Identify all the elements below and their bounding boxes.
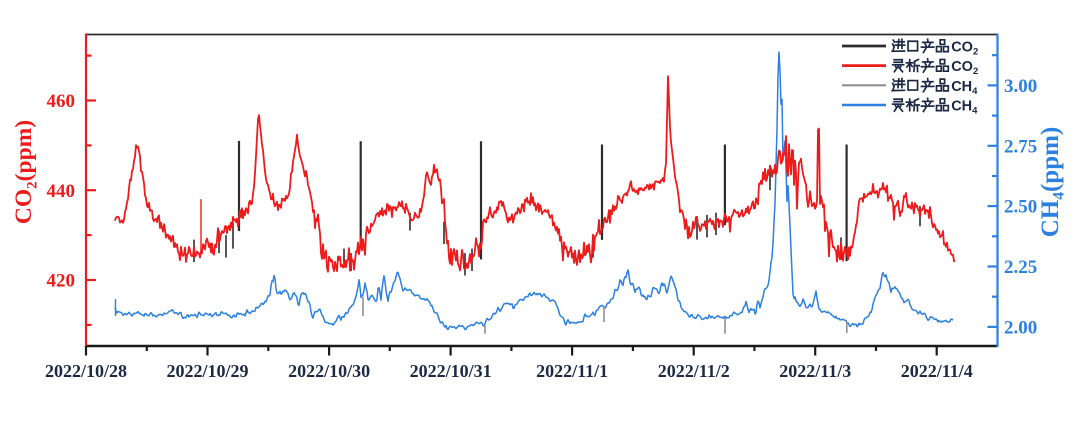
svg-text:2.25: 2.25 <box>1004 257 1037 278</box>
svg-text:460: 460 <box>47 91 76 112</box>
svg-text:3.00: 3.00 <box>1004 76 1037 97</box>
svg-text:2.75: 2.75 <box>1004 136 1037 157</box>
svg-text:2022/10/28: 2022/10/28 <box>45 361 127 381</box>
svg-text:CO2: CO2 <box>951 59 978 77</box>
svg-text:2022/11/2: 2022/11/2 <box>658 361 730 381</box>
svg-text:2.00: 2.00 <box>1004 317 1037 338</box>
svg-text:2022/10/31: 2022/10/31 <box>410 361 492 381</box>
svg-text:CH4: CH4 <box>951 79 978 97</box>
svg-text:2022/10/29: 2022/10/29 <box>166 361 248 381</box>
svg-text:CO2: CO2 <box>951 40 978 58</box>
svg-text:2022/11/3: 2022/11/3 <box>779 361 851 381</box>
svg-text:440: 440 <box>47 181 76 202</box>
svg-text:CH4(ppm): CH4(ppm) <box>1037 127 1068 238</box>
svg-text:2022/10/30: 2022/10/30 <box>288 361 370 381</box>
svg-text:2022/11/4: 2022/11/4 <box>901 361 973 381</box>
svg-text:420: 420 <box>47 271 76 292</box>
svg-text:CO2(ppm): CO2(ppm) <box>11 120 41 224</box>
svg-text:CH4: CH4 <box>951 99 978 117</box>
svg-text:2.50: 2.50 <box>1004 197 1037 218</box>
svg-text:2022/11/1: 2022/11/1 <box>536 361 608 381</box>
